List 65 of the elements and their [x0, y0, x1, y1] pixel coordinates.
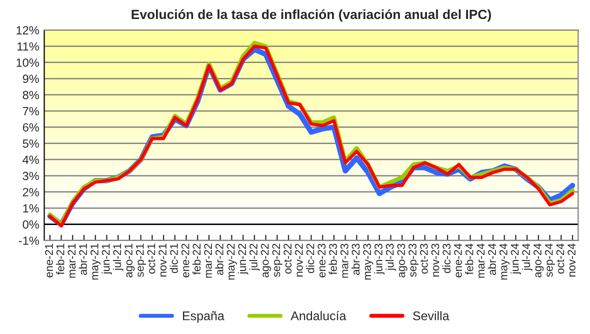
x-tick-label: oct-22 [284, 244, 292, 274]
y-tick-label: 11% [18, 42, 39, 51]
y-tick-label: 0% [22, 220, 39, 229]
x-tick-label: ene-21 [45, 244, 53, 278]
x-tick-label: oct-23 [420, 244, 428, 274]
x-tick-label: jun-21 [102, 244, 112, 274]
x-tick-label: mar-23 [340, 244, 348, 278]
x-tick-label: ago-24 [534, 244, 544, 278]
y-tick-label: 3% [22, 172, 39, 180]
x-tick-label: sep-21 [136, 244, 146, 277]
y-tick-label: 8% [22, 90, 39, 100]
x-tick-label: may-22 [226, 244, 237, 280]
x-tick-label: nov-22 [294, 244, 303, 276]
y-tick-label: 12% [16, 26, 39, 34]
x-tick-label: mar-24 [476, 244, 485, 278]
x-tick-label: jun-23 [374, 244, 385, 274]
x-tick-label: ene-23 [318, 244, 326, 278]
y-tick-label: 6% [22, 123, 39, 132]
x-tick-label: jul-21 [112, 244, 124, 271]
x-tick-label: nov-21 [158, 244, 167, 276]
x-tick-label: feb-21 [56, 244, 64, 275]
y-tick-label: -1% [18, 236, 39, 245]
y-tick-label: 9% [22, 74, 39, 84]
x-tick-label: feb-23 [328, 244, 337, 275]
x-tick-label: abr-22 [215, 244, 224, 275]
x-tick-label: ago-23 [397, 244, 408, 278]
x-tick-label: mar-22 [204, 244, 212, 278]
x-tick-label: oct-24 [556, 244, 564, 274]
x-tick-label: may-23 [363, 244, 374, 280]
x-tick-label: ene-22 [181, 244, 190, 278]
x-tick-label: may-21 [90, 244, 101, 280]
x-tick-label: dic-23 [442, 244, 451, 274]
x-tick-label: ago-21 [124, 244, 135, 278]
legend-label: España [182, 311, 224, 323]
x-tick-label: jul-24 [522, 244, 532, 271]
y-tick-label: 1% [23, 204, 39, 212]
x-tick-label: mar-21 [68, 244, 76, 278]
x-tick-label: sep-24 [544, 244, 555, 277]
y-tick-label: 10% [16, 58, 39, 67]
y-tick-label: 2% [22, 188, 39, 196]
x-tick-label: ene-24 [454, 244, 462, 278]
x-tick-label: feb-22 [192, 244, 201, 275]
x-tick-label: sep-22 [272, 244, 282, 277]
x-tick-label: may-24 [499, 244, 510, 280]
x-tick-label: jul-22 [249, 244, 260, 271]
y-tick-label: 7% [22, 107, 39, 116]
x-tick-label: jul-23 [386, 244, 396, 271]
x-tick-label: jun-22 [238, 244, 248, 274]
legend-label: Sevilla [413, 311, 450, 320]
chart-title: Evolución de la tasa de inflación (variación anual del IPC) [132, 9, 491, 22]
y-tick-label: 4% [22, 156, 39, 164]
x-tick-label: dic-22 [306, 244, 314, 274]
x-tick-label: nov-24 [568, 244, 576, 276]
x-tick-label: feb-24 [465, 244, 474, 275]
x-tick-label: abr-24 [488, 244, 496, 275]
x-tick-label: abr-23 [351, 244, 360, 275]
x-tick-label: jun-24 [510, 244, 521, 274]
x-tick-label: sep-23 [408, 244, 419, 277]
x-tick-label: ago-22 [260, 244, 271, 278]
x-tick-label: abr-21 [78, 244, 87, 275]
x-tick-label: nov-23 [431, 244, 440, 276]
x-tick-label: dic-21 [170, 244, 178, 274]
y-tick-label: 5% [22, 139, 39, 148]
legend-label: Andalucía [290, 310, 346, 320]
x-tick-label: oct-21 [147, 244, 156, 274]
